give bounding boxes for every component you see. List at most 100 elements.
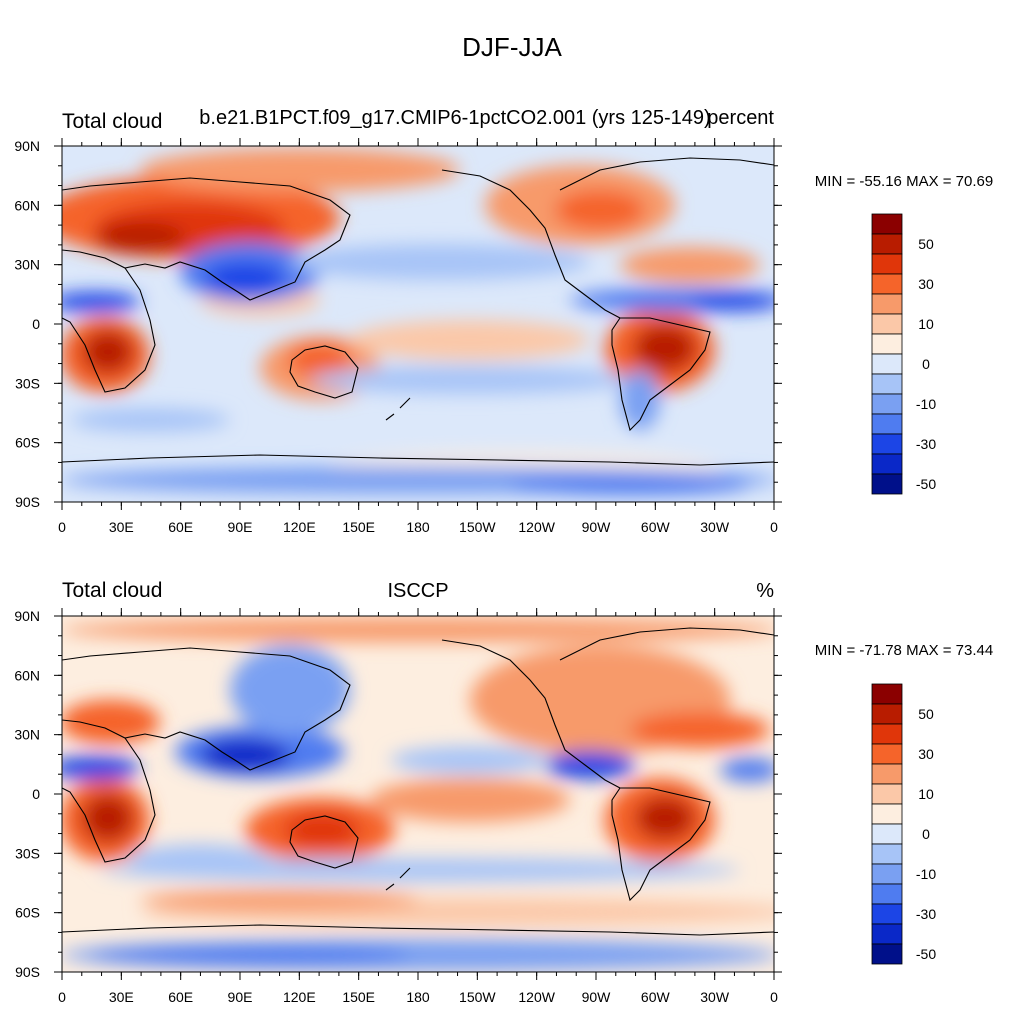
lon-tick-label: 120W [518, 519, 555, 535]
lon-tick-label: 150E [342, 989, 375, 1005]
coastlines [62, 627, 774, 936]
colorbar-swatch [871, 313, 903, 335]
colorbar-label: 10 [918, 316, 934, 332]
colorbar-swatch [871, 703, 903, 725]
panel-right-title: % [756, 580, 774, 602]
lat-tick-label: 30S [15, 845, 40, 861]
lon-tick-label: 0 [770, 989, 778, 1005]
colorbar-swatch [871, 373, 903, 395]
colorbar-label: 30 [918, 746, 934, 762]
lon-tick-label: 90E [228, 989, 253, 1005]
colorbar-swatch [871, 763, 903, 785]
panel-center-title: b.e21.B1PCT.f09_g17.CMIP6-1pctCO2.001 (y… [199, 107, 710, 129]
colorbar-label: 0 [922, 826, 930, 842]
colorbar-label: 10 [918, 786, 934, 802]
lon-tick-label: 90W [582, 519, 612, 535]
colorbar-swatch [871, 253, 903, 275]
coastlines [62, 157, 774, 466]
map-field [62, 146, 774, 502]
colorbar-label: -30 [916, 906, 936, 922]
colorbar-swatch [871, 333, 903, 355]
map-ticks [54, 138, 782, 510]
lat-tick-label: 0 [32, 786, 40, 802]
lat-tick-label: 60N [14, 667, 40, 683]
lon-tick-label: 0 [770, 519, 778, 535]
colorbar-label: -50 [916, 946, 936, 962]
colorbar-swatch [871, 943, 903, 965]
map-field [62, 616, 774, 972]
colorbar-swatch [871, 903, 903, 925]
lon-tick-label: 150W [459, 989, 496, 1005]
colorbar-swatch [871, 453, 903, 475]
lon-tick-label: 120E [283, 519, 316, 535]
lat-tick-label: 60S [15, 435, 40, 451]
lon-tick-label: 180 [406, 989, 430, 1005]
colorbar-swatch [871, 233, 903, 255]
colorbar-label: 30 [918, 276, 934, 292]
lat-tick-label: 60N [14, 197, 40, 213]
lat-tick-label: 60S [15, 905, 40, 921]
colorbar-label: 50 [918, 706, 934, 722]
panel-right-title: percent [707, 107, 774, 129]
lon-tick-label: 120E [283, 989, 316, 1005]
colorbar-swatch [871, 353, 903, 375]
colorbar-swatch [871, 413, 903, 435]
colorbar-label: 50 [918, 236, 934, 252]
panel-left-title: Total cloud [62, 110, 162, 133]
lon-tick-label: 30W [700, 989, 730, 1005]
lat-tick-label: 90S [15, 964, 40, 980]
lon-tick-label: 150W [459, 519, 496, 535]
lon-tick-label: 60W [641, 519, 671, 535]
lat-tick-label: 90N [14, 608, 40, 624]
colorbar-label: -50 [916, 476, 936, 492]
page-title: DJF-JJA [462, 32, 562, 62]
minmax-label: MIN = -55.16 MAX = 70.69 [815, 173, 993, 190]
lon-tick-label: 30E [109, 519, 134, 535]
lon-axis: 0 30E 60E 90E 120E 150E 180 150W 120W 90W 60W 30W 0 [58, 519, 778, 535]
colorbar-label: -30 [916, 436, 936, 452]
lon-axis: 0 30E 60E 90E 120E 150E 180 150W 120W 90W 60W 30W 0 [58, 989, 778, 1005]
lat-axis: 90N 60N 30N 0 30S 60S 90S [14, 608, 40, 980]
lon-tick-label: 0 [58, 989, 66, 1005]
colorbar-swatch [871, 923, 903, 945]
panel-center-title: ISCCP [387, 580, 448, 602]
colorbar: 50 30 10 0 -10 -30 -50 [871, 683, 936, 965]
colorbar-swatch [871, 473, 903, 495]
colorbar-label: -10 [916, 866, 936, 882]
colorbar-swatch [871, 843, 903, 865]
colorbar-swatch [871, 293, 903, 315]
panel-left-title: Total cloud [62, 579, 162, 602]
colorbar-label: 0 [922, 356, 930, 372]
colorbar-swatch [871, 863, 903, 885]
lon-tick-label: 180 [406, 519, 430, 535]
colorbar-swatch [871, 743, 903, 765]
lat-tick-label: 90N [14, 138, 40, 154]
lon-tick-label: 60E [168, 989, 193, 1005]
colorbar-swatch [871, 803, 903, 825]
colorbar-swatch [871, 213, 903, 235]
colorbar-swatch [871, 823, 903, 845]
lon-tick-label: 120W [518, 989, 555, 1005]
colorbar-label: -10 [916, 396, 936, 412]
lat-tick-label: 30N [14, 727, 40, 743]
colorbar-swatch [871, 783, 903, 805]
lon-tick-label: 0 [58, 519, 66, 535]
panel-model: Total cloud b.e21.B1PCT.f09_g17.CMIP6-1p… [14, 107, 993, 535]
lon-tick-label: 60E [168, 519, 193, 535]
colorbar-swatch [871, 723, 903, 745]
lat-tick-label: 30S [15, 375, 40, 391]
colorbar-swatch [871, 393, 903, 415]
colorbar-swatch [871, 433, 903, 455]
lon-tick-label: 60W [641, 989, 671, 1005]
map-ticks [54, 608, 782, 980]
lon-tick-label: 150E [342, 519, 375, 535]
lon-tick-label: 30W [700, 519, 730, 535]
lat-tick-label: 90S [15, 494, 40, 510]
colorbar: 50 30 10 0 -10 -30 -50 [871, 213, 936, 495]
colorbar-swatch [871, 273, 903, 295]
lon-tick-label: 90W [582, 989, 612, 1005]
colorbar-swatch [871, 883, 903, 905]
panel-observed: Total cloud ISCCP % [14, 579, 993, 1005]
colorbar-swatch [871, 683, 903, 705]
